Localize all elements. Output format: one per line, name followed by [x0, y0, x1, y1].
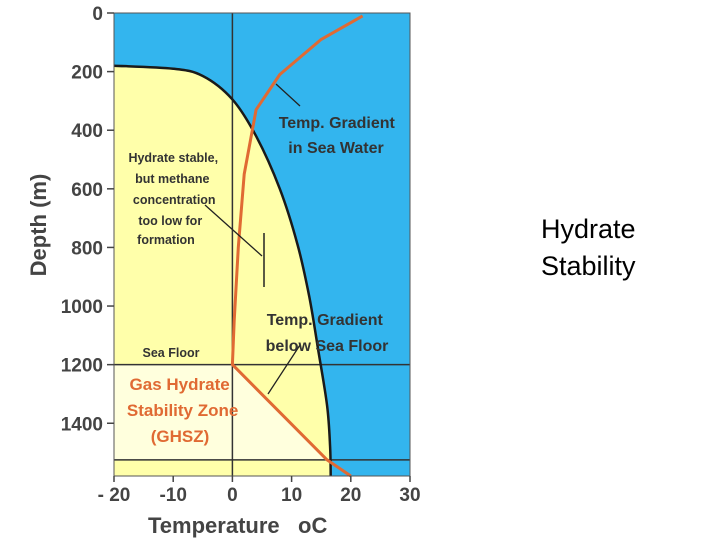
y-axis-title: Depth (m): [26, 174, 51, 277]
y-tick-label: 1000: [61, 297, 103, 318]
hydrate-stability-diagram: 0 200 400 600 800 1000 1200 1400 - 20 -10 0 10 20 30…: [26, 4, 421, 538]
temp-below-floor-label: Temp. Gradient below Sea Floor: [266, 312, 389, 355]
slide-title: Hydrate Stability: [541, 211, 636, 285]
x-axis-unit: oC: [298, 513, 327, 538]
y-tick-label: 400: [71, 121, 103, 142]
sea-water-leader-line: [275, 83, 301, 107]
sea-floor-label: Sea Floor: [143, 346, 200, 360]
below-floor-leader-line: [267, 344, 301, 395]
x-tick-label: 10: [281, 485, 302, 506]
temperature-gradient-curve: [230, 14, 364, 478]
ghsz-region: [114, 364, 328, 460]
y-tick-label: 800: [71, 238, 103, 259]
x-tick-label: -10: [159, 485, 186, 506]
x-axis-title: Temperature: [148, 513, 280, 538]
x-tick-label: 0: [227, 485, 238, 506]
ghsz-label: Gas Hydrate Stability Zone (GHSZ): [127, 375, 243, 446]
slide-title-line-1: Hydrate: [541, 214, 636, 244]
y-tick-label: 200: [71, 63, 103, 84]
y-axis-ticks: 0 200 400 600 800 1000 1200 1400: [61, 4, 114, 435]
x-tick-label: 30: [399, 485, 420, 506]
x-axis-ticks: - 20 -10 0 10 20 30: [98, 476, 421, 506]
y-tick-label: 600: [71, 180, 103, 201]
y-tick-label: 1200: [61, 356, 103, 377]
y-tick-label: 0: [92, 4, 103, 25]
x-tick-label: 20: [340, 485, 361, 506]
phase-boundary-curve: [113, 64, 332, 477]
temp-sea-water-label: Temp. Gradient in Sea Water: [279, 115, 400, 157]
y-tick-label: 1400: [61, 414, 103, 435]
slide-title-line-2: Stability: [541, 251, 636, 281]
plot-border: [113, 12, 411, 477]
x-tick-label: - 20: [98, 485, 131, 506]
hydrate-stable-label: Hydrate stable, but methane concentratio…: [128, 151, 221, 247]
hydrate-stable-leader-line: [204, 204, 263, 257]
